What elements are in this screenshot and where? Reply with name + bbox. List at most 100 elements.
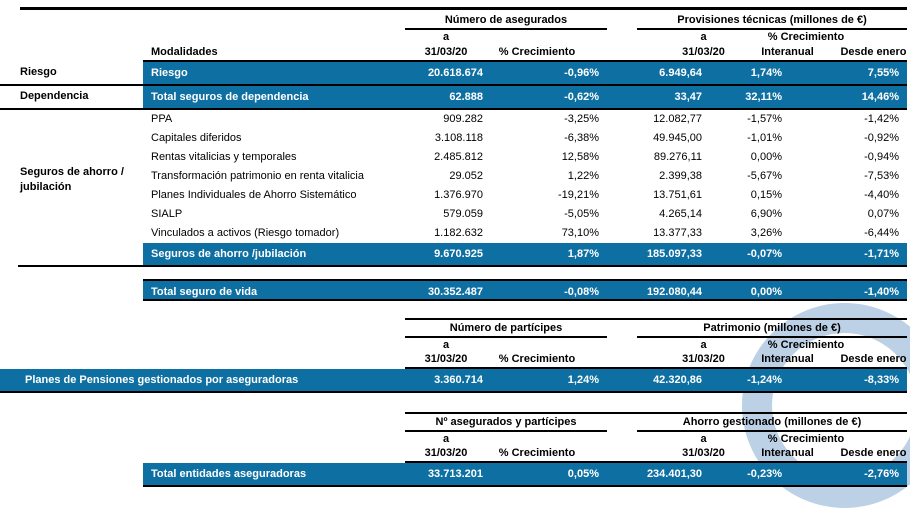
cell: 3,26% [750, 227, 782, 239]
table2-a-row: a a % Crecimiento [143, 338, 907, 352]
table-row-capitales: Capitales diferidos 3.108.118 -6,38% 49.… [143, 129, 907, 148]
cell: 3.108.118 [434, 132, 483, 144]
table-row-total-vida: Total seguro de vida 30.352.487 -0,08% 1… [143, 279, 907, 301]
modalidades-header: Modalidades [151, 46, 218, 58]
cell: -0,23% [747, 468, 782, 480]
cell: -8,33% [864, 374, 899, 386]
cell: 33,47 [674, 91, 702, 103]
section-rule [405, 367, 907, 369]
cell: -1,42% [864, 113, 899, 125]
cell: -1,24% [747, 374, 782, 386]
cell: -0,96% [564, 67, 599, 79]
date-header: 31/03/20 [682, 46, 725, 58]
cell: 29.052 [449, 170, 483, 182]
cell: 1.376.970 [434, 189, 483, 201]
cell: 9.670.925 [434, 248, 483, 260]
cell: 89.276,11 [653, 151, 702, 163]
cell: 14,46% [861, 91, 899, 103]
interanual-header: Interanual [761, 447, 814, 459]
growth-group-label: % Crecimiento [767, 339, 845, 351]
cell: -4,40% [864, 189, 899, 201]
cell: 12.082,77 [653, 113, 702, 125]
table-row-vinculados: Vinculados a activos (Riesgo tomador) 1.… [143, 224, 907, 243]
category-ahorro-jubilacion: Seguros de ahorro / jubilación [20, 166, 124, 193]
growth-group-label: % Crecimiento [767, 433, 845, 445]
cell: 192.080,44 [646, 286, 702, 298]
cell: 185.097,33 [646, 248, 702, 260]
total-insurers-table: Nº asegurados y partícipes Ahorro gestio… [143, 412, 907, 487]
cell: 0,05% [567, 468, 599, 480]
row-rule [0, 108, 907, 110]
cell: -0,92% [864, 132, 899, 144]
interanual-header: Interanual [761, 46, 814, 58]
table-row-planes-pensiones: Planes de Pensiones gestionados por aseg… [0, 369, 907, 391]
growth-group-label: % Crecimiento [767, 31, 845, 43]
table3-group-left: Nº asegurados y partícipes [405, 416, 607, 432]
desde-enero-header: Desde enero [840, 353, 907, 365]
section-rule [18, 265, 907, 267]
cell: -3,25% [564, 113, 599, 125]
cell: 579.059 [443, 208, 483, 220]
category-riesgo: Riesgo [20, 66, 57, 78]
growth-header: % Crecimiento [498, 447, 576, 459]
date-header: 31/03/20 [424, 46, 468, 58]
desde-enero-header: Desde enero [840, 447, 907, 459]
row-label: Vinculados a activos (Riesgo tomador) [151, 227, 340, 239]
a-label: a [700, 31, 707, 43]
row-label: Total seguros de dependencia [151, 91, 309, 103]
row-label: SIALP [151, 208, 183, 220]
date-header: 31/03/20 [682, 447, 725, 459]
cell: -1,57% [747, 113, 782, 125]
cell: 2.399,38 [659, 170, 702, 182]
table1-group-header-row: Número de asegurados Provisiones técnica… [143, 10, 907, 30]
cell: -0,62% [564, 91, 599, 103]
row-label: Capitales diferidos [151, 132, 242, 144]
row-label: PPA [151, 113, 173, 125]
table3-group-header-row: Nº asegurados y partícipes Ahorro gestio… [143, 414, 907, 432]
cell: 0,15% [750, 189, 782, 201]
cell: -7,53% [864, 170, 899, 182]
table1-group-right: Provisiones técnicas (millones de €) [637, 14, 907, 30]
date-header: 31/03/20 [424, 447, 468, 459]
table2-group-right: Patrimonio (millones de €) [637, 322, 907, 338]
cell: 42.320,86 [653, 374, 702, 386]
growth-header: % Crecimiento [498, 46, 576, 58]
a-label: a [442, 339, 450, 351]
cell: -19,21% [558, 189, 599, 201]
top-rule [20, 7, 907, 10]
cell: 6,90% [750, 208, 782, 220]
section-top-rule [405, 318, 907, 320]
table-row-dependencia: Total seguros de dependencia 62.888 -0,6… [143, 86, 907, 108]
table1-group-left: Número de asegurados [405, 14, 607, 30]
cell: 6.949,64 [659, 67, 702, 79]
cell: 1,87% [567, 248, 599, 260]
table-row-pias: Planes Individuales de Ahorro Sistemátic… [143, 186, 907, 205]
table3-group-right: Ahorro gestionado (millones de €) [637, 416, 907, 432]
cell: 1.182.632 [434, 227, 483, 239]
a-label: a [442, 31, 450, 43]
table-row-total-aseguradoras: Total entidades aseguradoras 33.713.201 … [143, 463, 907, 485]
cell: -1,71% [864, 248, 899, 260]
row-label: Total seguro de vida [151, 286, 258, 298]
table-row-sialp: SIALP 579.059 -5,05% 4.265,14 6,90% 0,07… [143, 205, 907, 224]
interanual-header: Interanual [761, 353, 814, 365]
table-row-ppa: PPA 909.282 -3,25% 12.082,77 -1,57% -1,4… [143, 110, 907, 129]
table1-a-row: a a % Crecimiento [143, 30, 907, 45]
cell: 20.618.674 [427, 67, 483, 79]
cell: 1,24% [567, 374, 599, 386]
header-rule [143, 60, 907, 62]
row-rule [143, 485, 907, 487]
table2-group-header-row: Número de partícipes Patrimonio (millone… [143, 320, 907, 338]
cell: -1,40% [864, 286, 899, 298]
row-label: Seguros de ahorro /jubilación [151, 248, 307, 260]
cell: 0,00% [750, 151, 782, 163]
cell: 1,74% [750, 67, 782, 79]
date-header: 31/03/20 [682, 353, 725, 365]
row-label: Planes de Pensiones gestionados por aseg… [25, 374, 299, 386]
cell: -5,67% [747, 170, 782, 182]
table2-group-left: Número de partícipes [405, 322, 607, 338]
desde-enero-header: Desde enero [840, 46, 907, 58]
cell: 2.485.812 [434, 151, 483, 163]
row-label: Transformación patrimonio en renta vital… [151, 170, 364, 182]
table-row-ahorro-subtotal: Seguros de ahorro /jubilación 9.670.925 … [143, 243, 907, 265]
